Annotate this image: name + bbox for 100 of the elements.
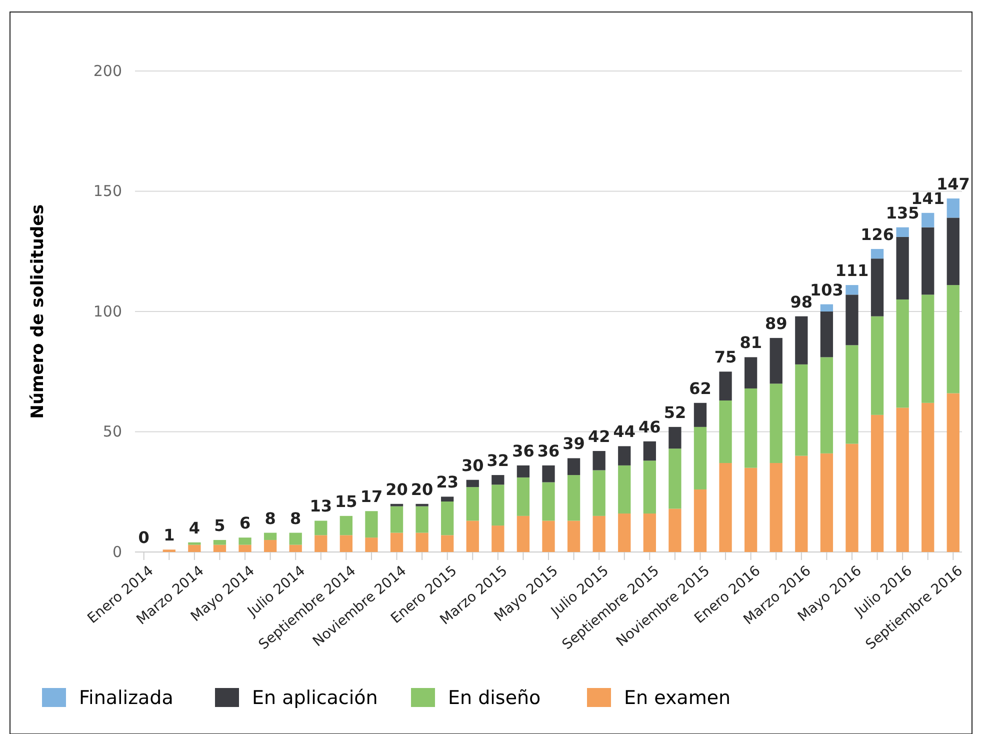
bar xyxy=(567,475,580,521)
bar xyxy=(416,506,428,533)
total-label: 36 xyxy=(512,441,534,460)
bar xyxy=(744,388,758,468)
bar xyxy=(846,285,858,295)
total-label: 4 xyxy=(188,518,200,538)
bar xyxy=(592,470,606,516)
total-label: 20 xyxy=(410,480,434,499)
bar xyxy=(896,236,909,300)
y-tick-label: 0 xyxy=(112,542,122,561)
total-label: 5 xyxy=(214,516,226,535)
bar xyxy=(946,393,960,552)
bar xyxy=(870,248,884,259)
bar xyxy=(390,504,404,506)
bar xyxy=(896,408,909,552)
total-label: 8 xyxy=(264,508,276,528)
total-label: 8 xyxy=(290,508,302,528)
bar xyxy=(188,544,201,552)
bar xyxy=(542,465,555,482)
total-label: 17 xyxy=(360,487,383,506)
bar xyxy=(846,345,858,444)
total-label: 23 xyxy=(436,472,458,492)
bar xyxy=(870,258,884,316)
bar xyxy=(668,448,682,509)
bar xyxy=(922,402,934,552)
bar xyxy=(719,400,732,464)
bar xyxy=(820,312,834,358)
bar xyxy=(492,526,504,552)
bar xyxy=(542,520,555,552)
bar xyxy=(289,532,302,545)
bar xyxy=(770,384,782,464)
bar xyxy=(542,482,555,521)
bar xyxy=(441,501,454,536)
total-label: 1 xyxy=(164,526,175,545)
total-label: 52 xyxy=(664,402,686,422)
bar xyxy=(365,538,378,552)
bar xyxy=(516,477,530,516)
total-label: 98 xyxy=(790,292,813,312)
bar xyxy=(264,540,277,552)
bar xyxy=(896,227,909,237)
legend-label: En aplicación xyxy=(252,687,378,709)
bar xyxy=(441,535,454,552)
bar xyxy=(694,489,707,552)
bar xyxy=(922,227,934,295)
total-label: 13 xyxy=(310,496,332,516)
bar xyxy=(694,402,707,427)
bar xyxy=(492,484,504,526)
bar xyxy=(846,294,858,346)
total-label: 126 xyxy=(860,224,894,244)
bar xyxy=(390,506,404,533)
bar xyxy=(820,453,834,552)
total-label: 46 xyxy=(638,417,661,436)
legend-label: Finalizada xyxy=(79,687,174,709)
bar xyxy=(416,504,428,506)
legend-label: En examen xyxy=(624,687,731,709)
total-label: 39 xyxy=(562,434,585,454)
bar xyxy=(846,444,858,552)
total-label: 81 xyxy=(740,333,762,352)
bar xyxy=(516,516,530,552)
bar xyxy=(770,463,782,552)
bar xyxy=(618,465,631,514)
bar xyxy=(719,372,732,400)
bar xyxy=(922,212,934,228)
bar xyxy=(492,475,504,485)
bar xyxy=(289,544,302,552)
bar xyxy=(365,511,378,538)
bar xyxy=(441,496,454,502)
legend-label: En diseño xyxy=(448,687,541,709)
total-label: 30 xyxy=(461,456,484,475)
total-label: 42 xyxy=(588,426,610,446)
bar xyxy=(795,316,808,364)
y-axis-title: Número de solicitudes xyxy=(28,204,48,419)
bar xyxy=(188,542,201,545)
bar xyxy=(264,532,277,540)
bar xyxy=(643,441,656,461)
bar xyxy=(416,532,428,552)
total-label: 62 xyxy=(689,378,712,398)
bar xyxy=(922,294,934,403)
bar xyxy=(567,520,580,552)
bar xyxy=(719,463,732,552)
bar xyxy=(668,426,682,449)
bar xyxy=(744,357,758,388)
bar xyxy=(466,520,479,552)
bar xyxy=(238,544,252,552)
bar xyxy=(466,480,479,488)
bar xyxy=(618,514,631,552)
y-tick-label: 50 xyxy=(102,422,122,441)
bar xyxy=(946,218,960,286)
bar xyxy=(770,338,782,384)
bar xyxy=(643,514,656,552)
bar xyxy=(314,520,328,536)
total-label: 15 xyxy=(335,492,358,511)
bar xyxy=(870,316,884,415)
bar xyxy=(694,426,707,490)
bar xyxy=(340,516,352,536)
bar xyxy=(870,414,884,552)
y-tick-label: 150 xyxy=(93,182,122,200)
bar xyxy=(340,535,352,552)
total-label: 111 xyxy=(835,261,869,280)
total-label: 36 xyxy=(537,441,560,460)
